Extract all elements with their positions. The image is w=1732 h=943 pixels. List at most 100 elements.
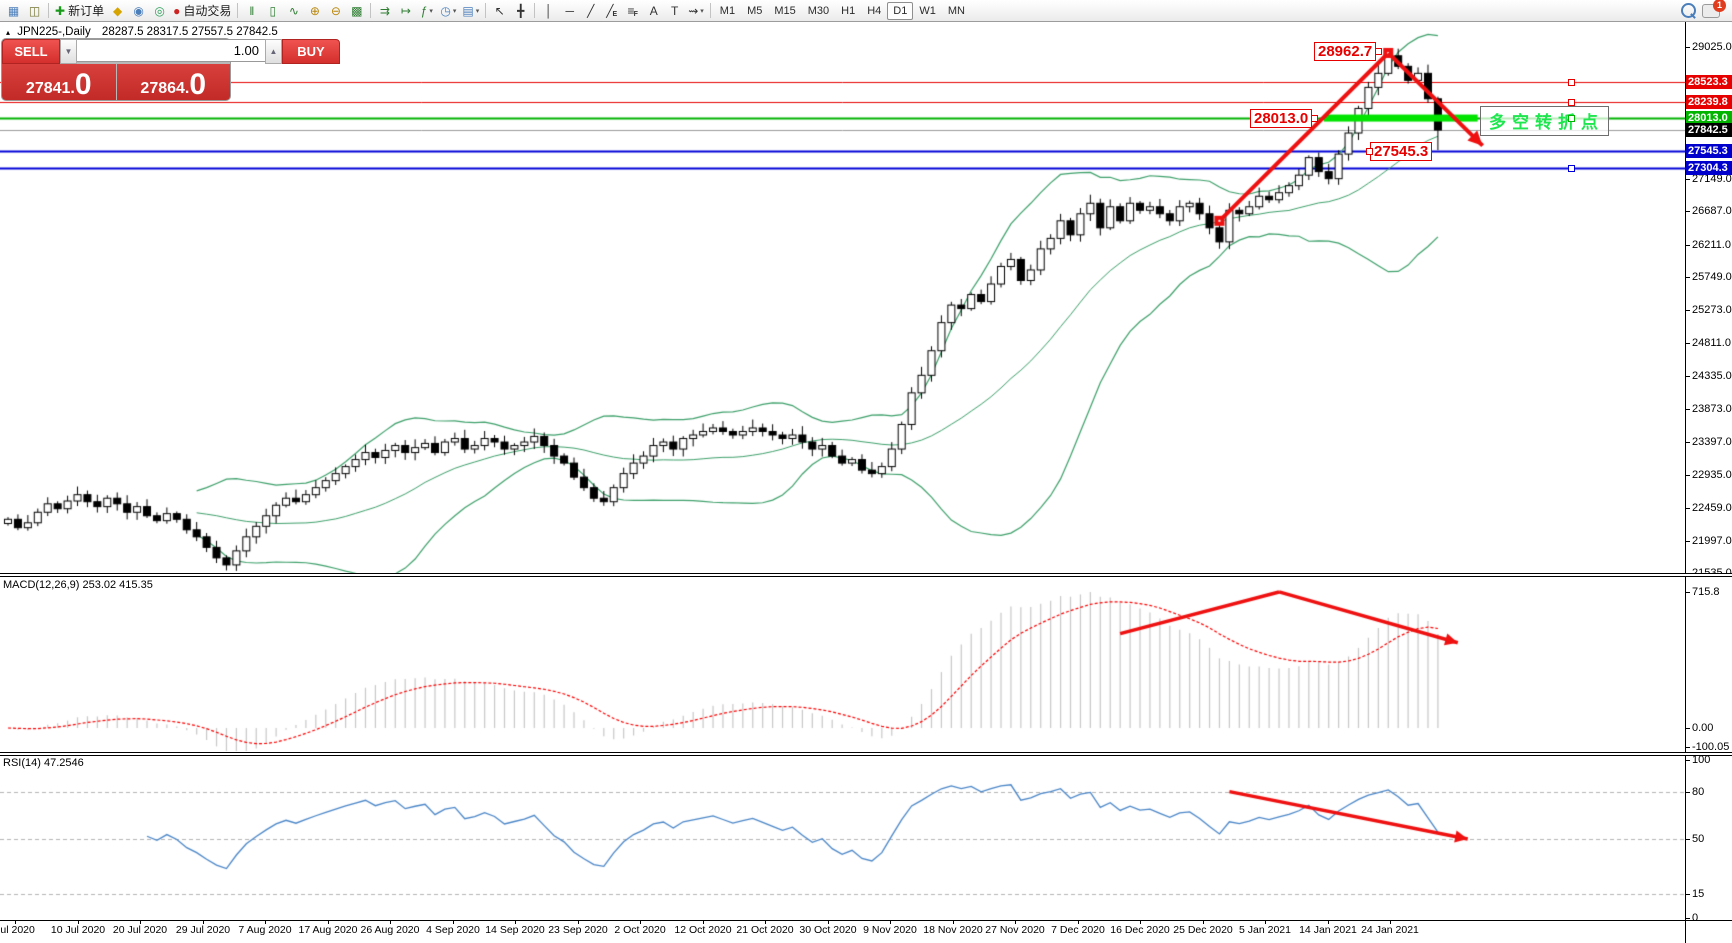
tile-windows-icon[interactable]: ▩ — [346, 1, 367, 20]
buy-button[interactable]: BUY — [282, 39, 340, 64]
hline-handle[interactable] — [1568, 115, 1575, 122]
chart-shift-icon: ↦ — [400, 3, 411, 18]
timeframe-m15-button[interactable]: M15 — [768, 2, 801, 20]
periods-icon[interactable]: ◷ ▾ — [437, 1, 459, 20]
date-tick-label: 17 Aug 2020 — [298, 924, 358, 936]
price-tick-label: 23873.0 — [1692, 403, 1732, 415]
macd-tick-mark — [1686, 592, 1690, 593]
auto-scroll-icon[interactable]: ⇉ — [374, 1, 395, 20]
pane-splitter-rsi[interactable] — [0, 752, 1732, 756]
horizontal-line-icon[interactable]: ─ — [559, 1, 580, 20]
cursor-icon[interactable]: ↖ — [489, 1, 510, 20]
collapse-panel-icon[interactable]: ▴ — [6, 28, 11, 37]
rsi-tick-mark — [1686, 918, 1690, 919]
timeframe-h4-button[interactable]: H4 — [861, 2, 887, 20]
templates-icon[interactable]: ▤ ▾ — [459, 1, 482, 20]
date-tick-mark — [328, 920, 329, 924]
text-label-icon[interactable]: T — [664, 1, 685, 20]
price-tick-label: 21997.0 — [1692, 535, 1732, 547]
price-tick-mark — [1686, 376, 1690, 377]
pane-splitter-macd[interactable] — [0, 573, 1732, 577]
price-tick-mark — [1686, 409, 1690, 410]
notifications-button[interactable]: 1 — [1699, 0, 1726, 20]
price-chart-canvas[interactable] — [0, 0, 1685, 943]
chart-shift-icon[interactable]: ↦ — [395, 1, 416, 20]
signals-icon[interactable]: ◎ — [149, 1, 170, 20]
toolbar-separator — [370, 3, 372, 18]
toolbar-separator — [534, 3, 536, 18]
timeframe-mn-button[interactable]: MN — [942, 2, 971, 20]
annotation-note-text[interactable]: 多空转折点 — [1480, 106, 1609, 136]
metaeditor-icon[interactable]: ◆ — [107, 1, 128, 20]
buy-price-sep: . — [184, 80, 190, 97]
search-button[interactable] — [1678, 1, 1699, 20]
new-order-button[interactable]: ✚ 新订单 — [52, 1, 107, 20]
timeframe-w1-button[interactable]: W1 — [913, 2, 942, 20]
annotation-price-label[interactable]: 27545.3 — [1370, 142, 1433, 161]
toolbar-separator — [709, 3, 711, 18]
rsi-indicator-label: RSI(14) 47.2546 — [3, 757, 84, 769]
date-tick-label: 21 Oct 2020 — [736, 924, 794, 936]
volume-increase-button[interactable]: ▲ — [265, 39, 282, 64]
volume-decrease-button[interactable]: ▼ — [60, 39, 77, 64]
line-chart-mode-icon[interactable]: ∿ — [283, 1, 304, 20]
bar-chart-mode-icon: ‖ — [249, 3, 255, 18]
text-label-icon: T — [671, 3, 679, 18]
new-order-label: 新订单 — [68, 4, 105, 18]
date-tick-mark — [1390, 920, 1391, 924]
zoom-in-icon[interactable]: ⊕ — [304, 1, 325, 20]
bar-chart-mode-icon[interactable]: ‖ — [241, 1, 262, 20]
fibonacci-icon[interactable]: ≡ F — [622, 1, 643, 20]
indicators-icon[interactable]: ƒ ▾ — [416, 1, 437, 20]
text-icon[interactable]: A — [643, 1, 664, 20]
date-tick-label: 14 Jan 2021 — [1299, 924, 1357, 936]
crosshair-icon[interactable]: ╋ — [510, 1, 531, 20]
annotation-handle[interactable] — [1366, 148, 1373, 155]
arrows-icon: ⇝ — [688, 3, 699, 18]
hline-handle[interactable] — [1568, 99, 1575, 106]
price-badge: 27842.5 — [1686, 123, 1732, 137]
sell-price[interactable]: 27841. 0 — [2, 64, 116, 100]
market-icon[interactable]: ◉ — [128, 1, 149, 20]
toolbar-separator — [48, 3, 49, 18]
timeframe-d1-button[interactable]: D1 — [887, 1, 914, 20]
autotrading-button[interactable]: ● 自动交易 — [170, 1, 234, 20]
zoom-out-icon[interactable]: ⊖ — [325, 1, 346, 20]
rsi-tick-label: 0 — [1692, 912, 1699, 924]
annotation-price-label[interactable]: 28962.7 — [1314, 42, 1377, 61]
buy-price[interactable]: 27864. 0 — [116, 64, 230, 100]
date-tick-mark — [1078, 920, 1079, 924]
timeframe-h1-button[interactable]: H1 — [835, 2, 861, 20]
timeframe-m30-button[interactable]: M30 — [802, 2, 835, 20]
new-chart-icon[interactable]: ▦ — [3, 1, 24, 20]
date-tick-mark — [828, 920, 829, 924]
vertical-line-icon[interactable]: │ — [538, 1, 559, 20]
date-tick-mark — [78, 920, 79, 924]
date-tick-label: 18 Nov 2020 — [923, 924, 983, 936]
zoom-in-icon: ⊕ — [309, 3, 320, 18]
price-badge: 28523.3 — [1686, 75, 1732, 89]
date-tick-mark — [203, 920, 204, 924]
date-tick-label: 24 Jan 2021 — [1361, 924, 1419, 936]
hline-handle[interactable] — [1568, 79, 1575, 86]
sell-price-sep: . — [70, 80, 75, 97]
price-tick-mark — [1686, 310, 1690, 311]
sell-button[interactable]: SELL — [2, 39, 60, 64]
annotation-handle[interactable] — [1311, 115, 1318, 122]
trendline-icon[interactable]: ╱ — [580, 1, 601, 20]
profiles-icon[interactable]: ◫ — [24, 1, 45, 20]
date-tick-label: 29 Jul 2020 — [175, 924, 231, 936]
candlestick-mode-icon[interactable]: ▯ — [262, 1, 283, 20]
annotation-handle[interactable] — [1375, 48, 1382, 55]
annotation-price-label[interactable]: 28013.0 — [1250, 109, 1313, 128]
date-tick-mark — [1203, 920, 1204, 924]
arrows-icon[interactable]: ⇝ ▾ — [685, 1, 707, 20]
price-tick-label: 24811.0 — [1692, 337, 1731, 349]
hline-handle[interactable] — [1568, 165, 1575, 172]
equidistant-channel-icon[interactable]: ╱ E — [601, 1, 622, 20]
timeframe-m1-button[interactable]: M1 — [714, 2, 741, 20]
timeframe-m5-button[interactable]: M5 — [741, 2, 768, 20]
volume-input[interactable] — [77, 39, 265, 62]
fibonacci-sub-glyph: F — [633, 10, 638, 18]
